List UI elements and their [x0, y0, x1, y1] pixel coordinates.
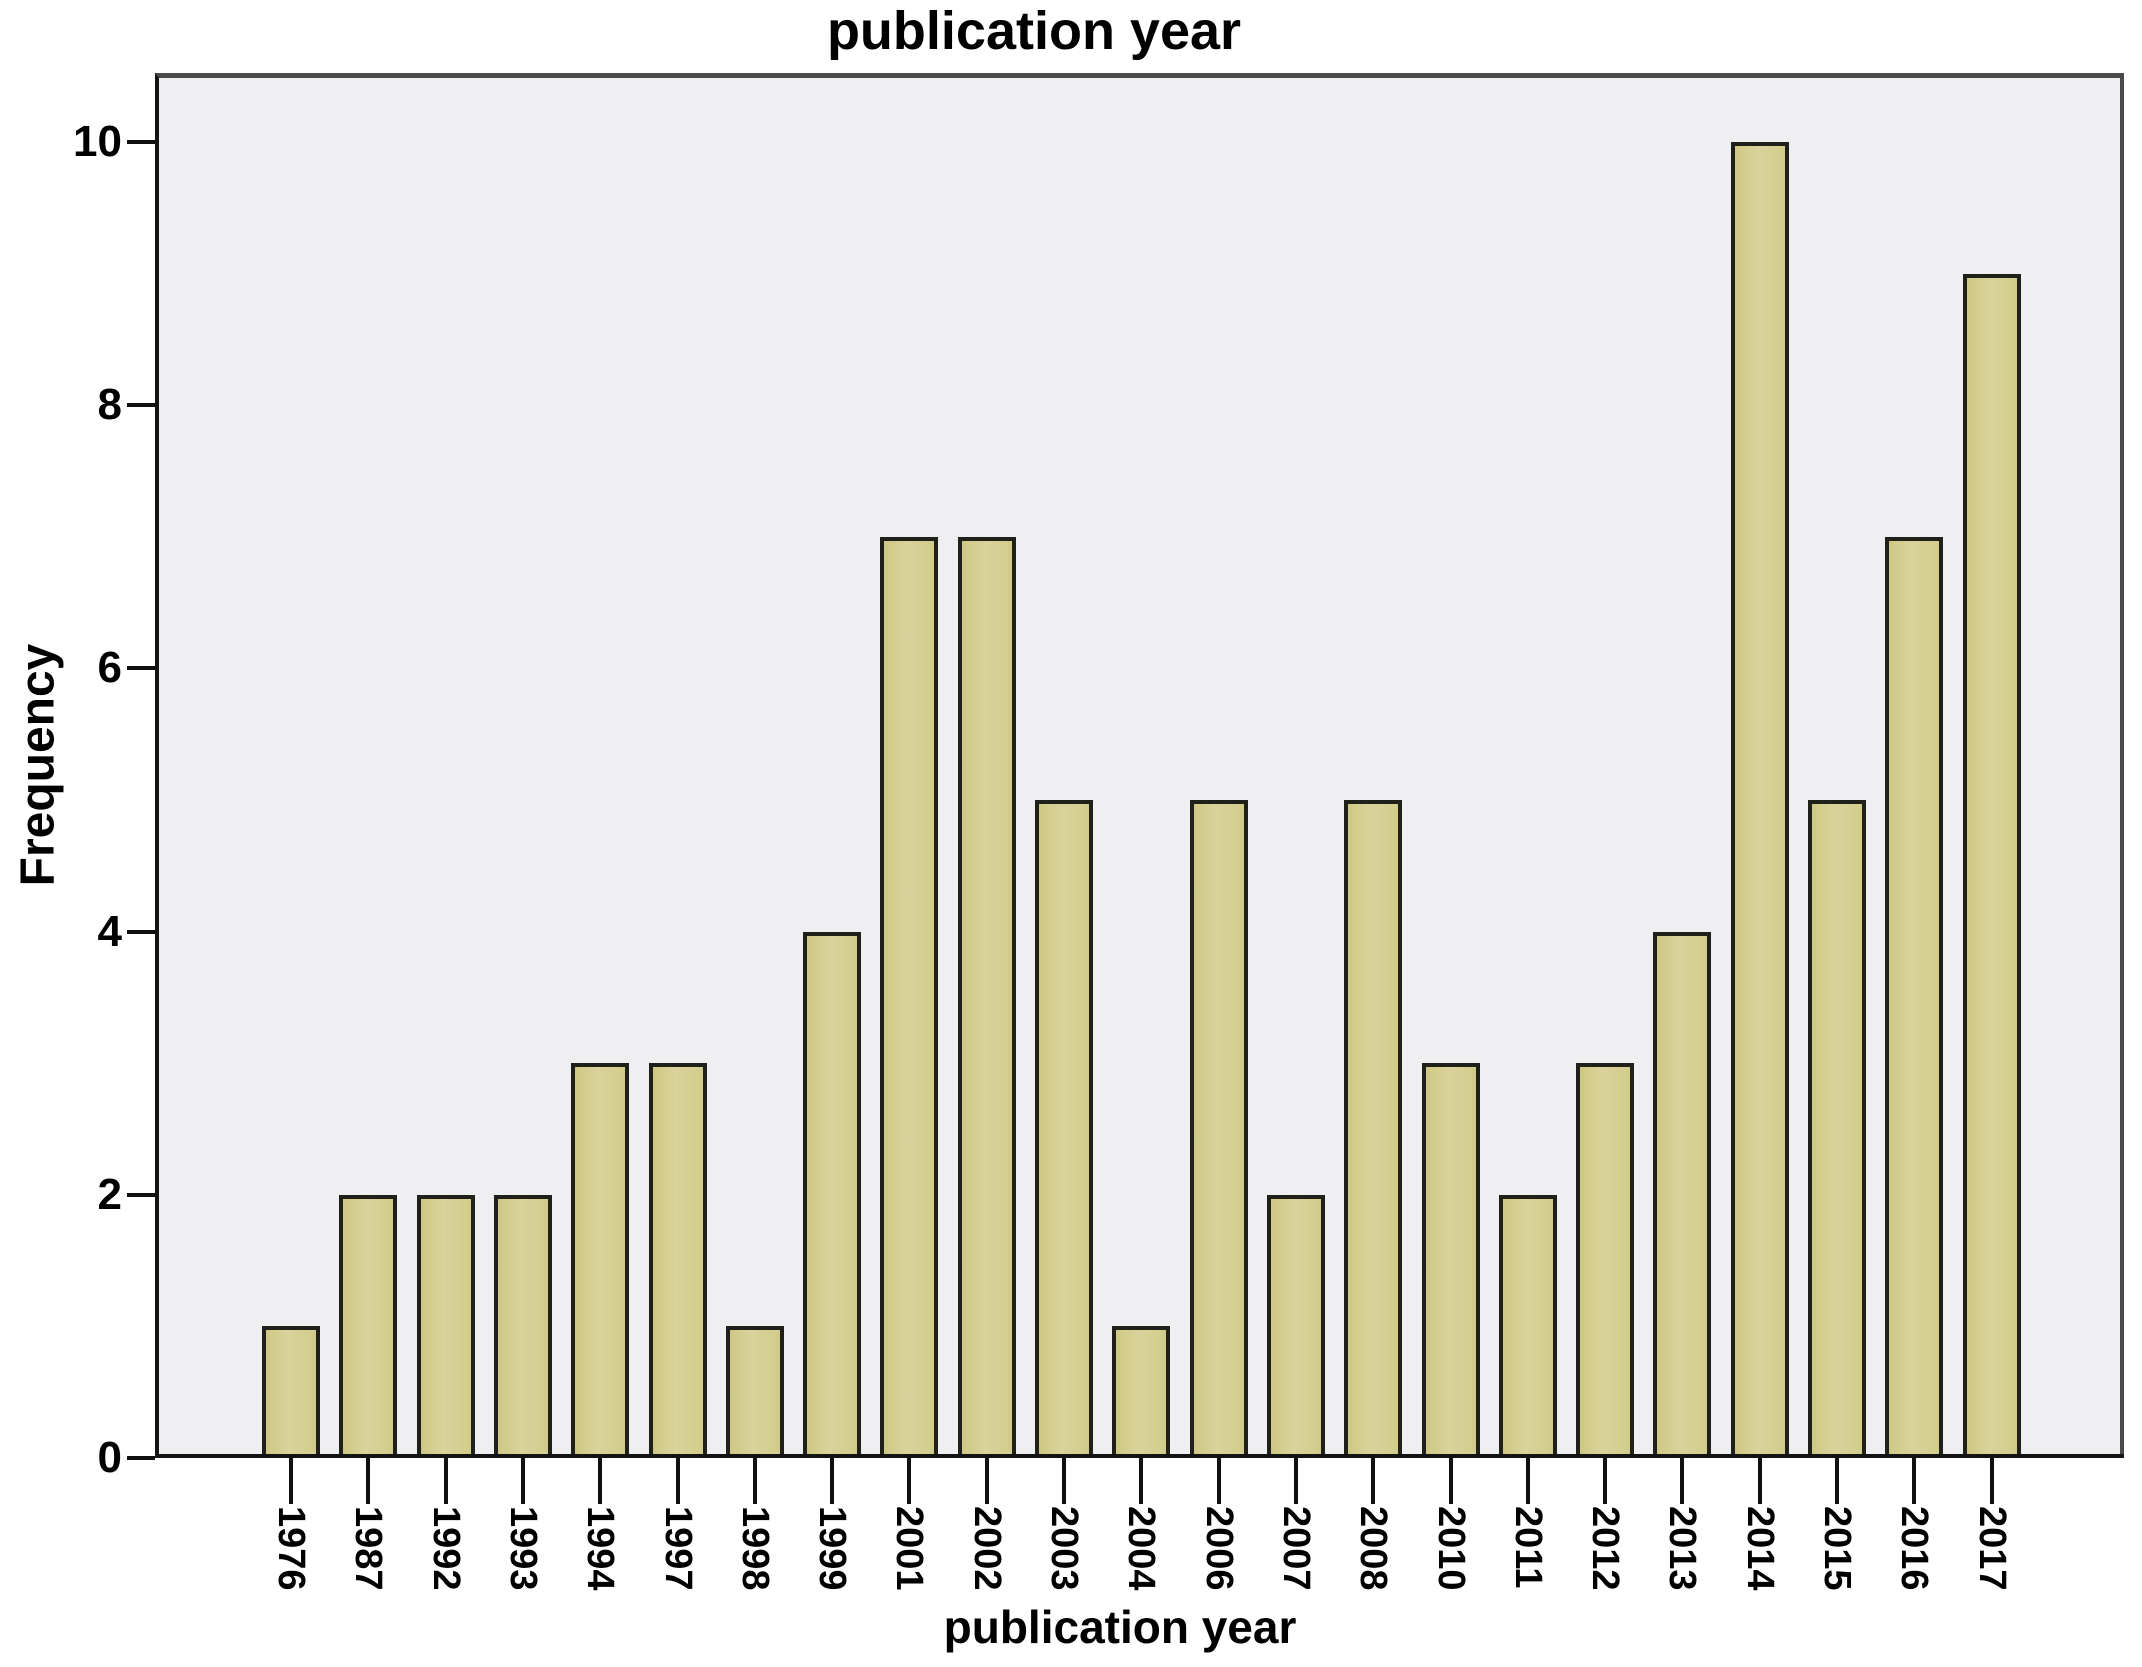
x-tick-label-1997: 1997	[656, 1506, 699, 1591]
x-tick-2010	[1448, 1458, 1453, 1504]
x-tick-label-1999: 1999	[811, 1506, 854, 1591]
bar-2008	[1344, 800, 1403, 1458]
bar-2006	[1189, 800, 1248, 1458]
x-tick-label-1993: 1993	[501, 1506, 544, 1591]
y-tick-label-2: 2	[97, 1169, 122, 1219]
bar-2002	[957, 536, 1016, 1458]
bar-1994	[571, 1063, 630, 1458]
x-tick-1999	[830, 1458, 835, 1504]
x-tick-2017	[1989, 1458, 1994, 1504]
x-tick-label-2007: 2007	[1274, 1506, 1317, 1591]
x-tick-1987	[366, 1458, 371, 1504]
y-tick-label-10: 10	[73, 117, 122, 166]
x-tick-2008	[1371, 1458, 1376, 1504]
x-tick-label-1994: 1994	[579, 1506, 622, 1591]
x-tick-label-2004: 2004	[1120, 1506, 1163, 1591]
x-tick-2015	[1835, 1458, 1839, 1504]
x-tick-1997	[675, 1458, 680, 1504]
x-tick-label-1987: 1987	[347, 1506, 390, 1591]
x-tick-label-2001: 2001	[888, 1506, 931, 1591]
y-tick-label-0: 0	[97, 1433, 122, 1482]
x-tick-label-2010: 2010	[1429, 1506, 1472, 1591]
y-tick-8	[127, 403, 155, 408]
x-tick-2012	[1603, 1458, 1608, 1504]
x-axis-line	[155, 1454, 2124, 1458]
y-tick-0	[127, 1456, 155, 1460]
bar-1976	[262, 1326, 320, 1458]
chart-title: publication year	[826, 1, 1242, 61]
x-tick-1993	[520, 1458, 525, 1504]
x-tick-2011	[1525, 1458, 1530, 1504]
bar-2015	[1808, 800, 1866, 1458]
y-tick-2	[127, 1192, 155, 1197]
bar-2003	[1035, 800, 1093, 1458]
x-tick-2006	[1216, 1458, 1221, 1504]
bar-1998	[725, 1326, 784, 1458]
x-tick-label-2012: 2012	[1584, 1506, 1627, 1591]
plot-area	[155, 73, 2124, 1458]
x-tick-1976	[289, 1458, 293, 1504]
x-tick-2013	[1680, 1458, 1685, 1504]
bar-1992	[416, 1194, 475, 1458]
x-tick-1998	[752, 1458, 757, 1504]
bar-2011	[1498, 1194, 1557, 1458]
x-tick-label-2006: 2006	[1197, 1506, 1240, 1591]
x-tick-label-2014: 2014	[1738, 1506, 1781, 1591]
bar-1999	[803, 931, 862, 1458]
x-tick-label-2003: 2003	[1043, 1506, 1085, 1591]
bar-2007	[1266, 1194, 1325, 1458]
x-tick-label-2011: 2011	[1506, 1506, 1549, 1589]
y-tick-6	[127, 666, 155, 671]
x-tick-label-2015: 2015	[1816, 1506, 1858, 1591]
bar-2010	[1421, 1063, 1480, 1458]
bar-1997	[648, 1063, 707, 1458]
x-tick-label-1998: 1998	[733, 1506, 776, 1591]
x-tick-2003	[1062, 1458, 1066, 1504]
bar-2017	[1962, 273, 2021, 1458]
x-tick-2016	[1912, 1458, 1917, 1504]
x-tick-label-1976: 1976	[270, 1506, 312, 1591]
x-axis-title: publication year	[943, 1601, 1297, 1653]
x-tick-2001	[907, 1458, 912, 1504]
bar-2016	[1885, 536, 1944, 1458]
x-tick-2014	[1757, 1458, 1762, 1504]
y-tick-label-6: 6	[97, 643, 122, 693]
x-tick-1992	[443, 1458, 448, 1504]
x-tick-label-2017: 2017	[1970, 1506, 2013, 1591]
x-tick-2004	[1139, 1458, 1144, 1504]
bar-2001	[880, 536, 939, 1458]
y-tick-4	[127, 929, 155, 934]
bar-2014	[1730, 142, 1789, 1458]
bar-2012	[1576, 1063, 1635, 1458]
x-tick-label-2008: 2008	[1352, 1506, 1395, 1591]
x-tick-1994	[598, 1458, 603, 1504]
x-tick-label-1992: 1992	[424, 1506, 467, 1591]
bar-1993	[493, 1194, 552, 1458]
x-tick-label-2002: 2002	[965, 1506, 1008, 1591]
bar-2004	[1112, 1326, 1171, 1458]
x-tick-2007	[1293, 1458, 1298, 1504]
y-tick-label-8: 8	[97, 380, 122, 430]
x-tick-label-2013: 2013	[1661, 1506, 1704, 1591]
x-tick-label-2016: 2016	[1893, 1506, 1936, 1591]
y-tick-10	[127, 140, 155, 144]
y-tick-label-4: 4	[97, 906, 122, 956]
x-tick-2002	[984, 1458, 989, 1504]
bar-2013	[1653, 931, 1712, 1458]
bar-1987	[339, 1194, 398, 1458]
